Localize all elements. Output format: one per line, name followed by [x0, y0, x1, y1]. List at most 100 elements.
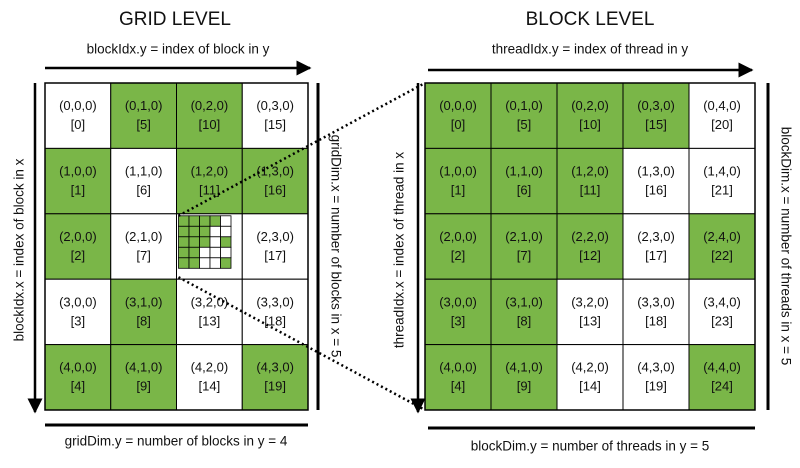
- cell: [490, 147, 558, 215]
- cell-index: [5]: [136, 117, 150, 132]
- cell: [44, 82, 112, 149]
- cell-coord: (0,4,0): [703, 98, 741, 113]
- zoom-line: [177, 81, 426, 217]
- cell-coord: (1,3,0): [637, 164, 675, 179]
- cell-coord: (1,1,0): [125, 164, 163, 179]
- cell: [688, 213, 756, 280]
- grid-border: [44, 82, 309, 411]
- cell-coord: (3,1,0): [505, 294, 543, 309]
- block-y-label: threadIdx.x = index of thread in x: [392, 152, 407, 348]
- cell-index: [16]: [645, 183, 667, 198]
- cell: [241, 213, 309, 280]
- mini-cell: [220, 225, 232, 238]
- cell-index: [21]: [711, 183, 733, 198]
- cell: [110, 213, 177, 280]
- mini-cell: [188, 215, 200, 227]
- cell: [110, 82, 177, 149]
- cell-coord: (1,1,0): [505, 164, 543, 179]
- cell-index: [23]: [711, 313, 733, 328]
- cell-index: [5]: [517, 117, 531, 132]
- mini-cell: [209, 257, 221, 269]
- cell-coord: (3,0,0): [439, 294, 477, 309]
- cell-index: [11]: [580, 183, 601, 198]
- cell: [241, 147, 309, 215]
- cell: [622, 278, 690, 346]
- cell-coord: (1,0,0): [439, 164, 477, 179]
- mini-cell: [199, 246, 211, 259]
- cell-index: [9]: [517, 379, 531, 394]
- cell: [688, 344, 756, 411]
- cell: [556, 344, 624, 411]
- block-dim-y-label: blockDim.y = number of threads in y = 5: [471, 439, 710, 454]
- cell-index: [14]: [579, 379, 601, 394]
- cell: [490, 213, 558, 280]
- cell-index: [6]: [517, 183, 531, 198]
- cell-coord: (2,1,0): [505, 229, 543, 244]
- cell: [556, 213, 624, 280]
- cell-coord: (4,1,0): [505, 360, 543, 375]
- cell-coord: (4,2,0): [191, 360, 229, 375]
- cell-index: [19]: [264, 379, 286, 394]
- cell-coord: (1,4,0): [703, 164, 741, 179]
- cell-index: [8]: [136, 313, 150, 328]
- cell: [556, 147, 624, 215]
- cell: [44, 344, 112, 411]
- cell-index: [6]: [136, 183, 150, 198]
- mini-cell: [220, 215, 232, 227]
- cell-coord: (0,3,0): [256, 98, 294, 113]
- cell-index: [2]: [451, 248, 465, 263]
- cell: [110, 344, 177, 411]
- cell-index: [20]: [711, 117, 733, 132]
- mini-cell: [178, 225, 190, 238]
- block-dim-x-label: blockDim.x = number of threads in x = 5: [778, 127, 793, 366]
- mini-cell: [220, 246, 232, 259]
- cell-index: [18]: [264, 313, 286, 328]
- cell: [44, 213, 112, 280]
- cell-coord: (3,3,0): [637, 294, 675, 309]
- cell-index: [3]: [451, 313, 465, 328]
- cell: [424, 344, 492, 411]
- cell: [490, 344, 558, 411]
- cell-index: [13]: [579, 313, 601, 328]
- mini-cell: [199, 215, 211, 227]
- cell-index: [13]: [199, 313, 221, 328]
- cell: [110, 278, 177, 346]
- cell: [241, 344, 309, 411]
- cell-index: [10]: [199, 117, 221, 132]
- cell-coord: (4,3,0): [256, 360, 294, 375]
- mini-cell: [188, 257, 200, 269]
- cell-index: [10]: [579, 117, 601, 132]
- cell-index: [2]: [71, 248, 85, 263]
- mini-cell: [220, 236, 232, 248]
- cell-index: [3]: [71, 313, 85, 328]
- mini-cell: [178, 236, 190, 248]
- mini-cell: [188, 225, 200, 238]
- grid-title: GRID LEVEL: [119, 9, 231, 30]
- mini-cell: [178, 257, 190, 269]
- cell-index: [7]: [136, 248, 150, 263]
- cell-index: [15]: [645, 117, 667, 132]
- cell-coord: (2,0,0): [59, 229, 97, 244]
- cell: [424, 213, 492, 280]
- cell-coord: (2,1,0): [125, 229, 163, 244]
- grid-y-label: blockIdx.x = index of block in x: [12, 158, 27, 341]
- cell-coord: (4,0,0): [439, 360, 477, 375]
- zoom-line: [177, 276, 426, 412]
- mini-cell: [209, 246, 221, 259]
- mini-cell: [199, 225, 211, 238]
- cell: [688, 278, 756, 346]
- cell: [490, 278, 558, 346]
- cell-coord: (0,0,0): [59, 98, 97, 113]
- mini-cell: [178, 215, 190, 227]
- cell-index: [11]: [199, 183, 220, 198]
- cell-coord: (4,0,0): [59, 360, 97, 375]
- cell: [688, 147, 756, 215]
- cell-coord: (3,1,0): [125, 294, 163, 309]
- cell-index: [0]: [451, 117, 465, 132]
- mini-cell: [220, 257, 232, 269]
- cell-index: [0]: [71, 117, 85, 132]
- cell-coord: (0,1,0): [505, 98, 543, 113]
- cell-coord: (4,4,0): [703, 360, 741, 375]
- cell-coord: (2,3,0): [256, 229, 294, 244]
